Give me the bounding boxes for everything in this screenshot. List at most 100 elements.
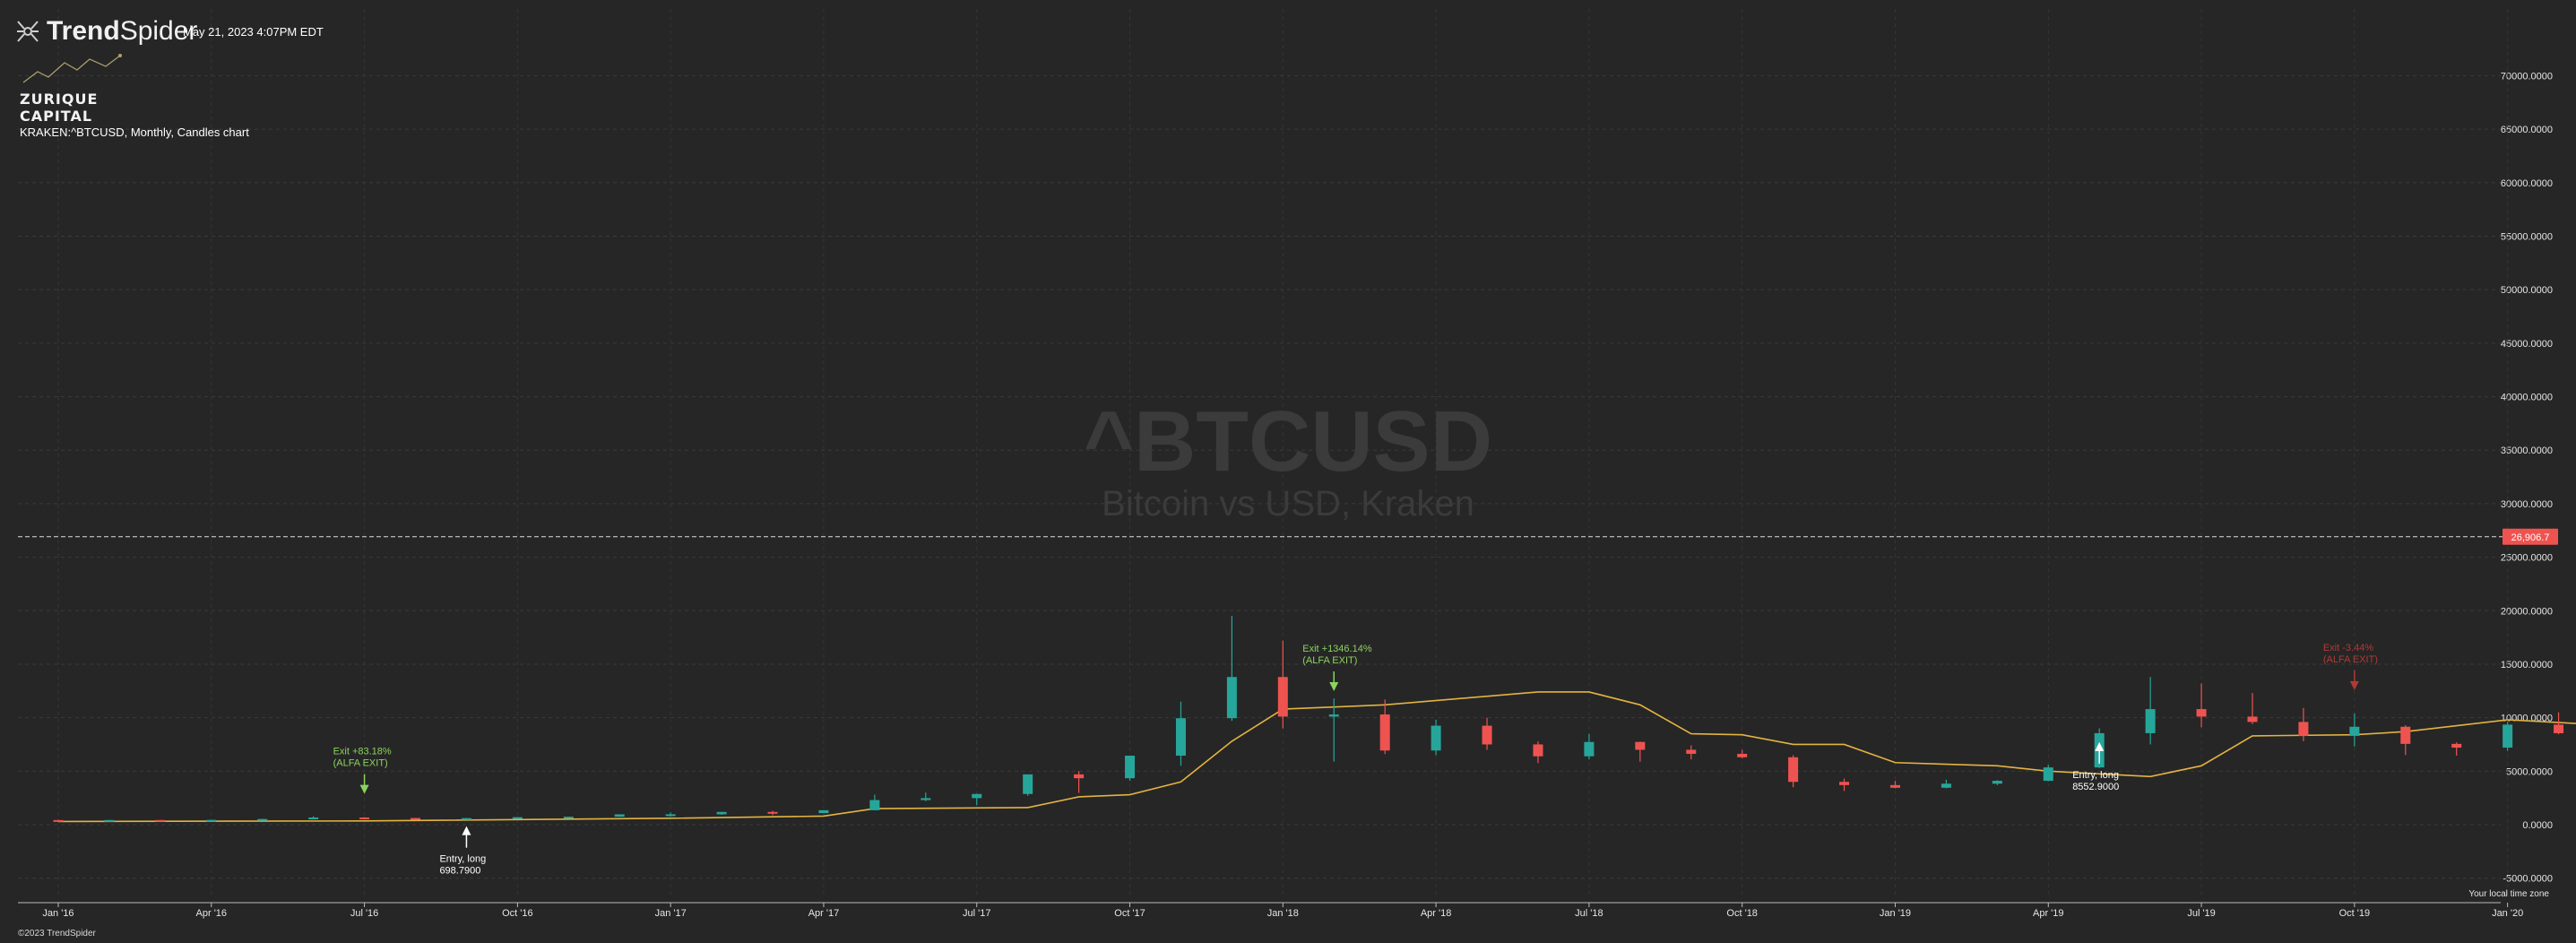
- candle-body[interactable]: [1635, 741, 1646, 750]
- entry-price: 698.7900: [439, 866, 480, 877]
- x-tick-label: Apr '17: [808, 908, 840, 919]
- candle-body[interactable]: [1941, 783, 1951, 788]
- candle-body[interactable]: [1175, 718, 1186, 757]
- x-tick-label: Jan '17: [655, 908, 687, 919]
- candle-body[interactable]: [1737, 753, 1748, 757]
- candle-body[interactable]: [2298, 722, 2309, 736]
- candle-body[interactable]: [767, 811, 778, 814]
- y-tick-label: 15000.0000: [2501, 660, 2553, 670]
- y-tick-label: 50000.0000: [2501, 285, 2553, 296]
- timezone-label[interactable]: Your local time zone: [2468, 889, 2549, 899]
- x-tick-label: Jul '16: [350, 908, 378, 919]
- chart-logo-icon: [22, 54, 122, 83]
- exit-label: Exit -3.44%: [2323, 643, 2373, 653]
- candle-body[interactable]: [2400, 726, 2411, 744]
- candle-body[interactable]: [411, 818, 421, 820]
- candle-body[interactable]: [155, 819, 166, 822]
- candle-body[interactable]: [665, 814, 676, 817]
- candle-body[interactable]: [104, 819, 115, 822]
- x-tick-label: Apr '19: [2033, 908, 2064, 919]
- exit-arrow-icon: [1329, 682, 1339, 692]
- candle-body[interactable]: [2043, 767, 2053, 782]
- x-tick-label: Oct '18: [1726, 908, 1758, 919]
- candle-body[interactable]: [1788, 757, 1799, 783]
- candle-body[interactable]: [1328, 714, 1339, 717]
- candle-body[interactable]: [2145, 709, 2156, 733]
- logo-name: ZURIQUE CAPITAL: [20, 91, 99, 125]
- exit-arrow-icon: [359, 784, 369, 794]
- entry-arrow-icon: [2095, 741, 2105, 751]
- candle-body[interactable]: [257, 818, 268, 821]
- candle-body[interactable]: [1379, 714, 1390, 751]
- watermark-description: Bitcoin vs USD, Kraken: [1102, 484, 1474, 523]
- y-tick-label: 0.0000: [2522, 820, 2553, 831]
- candle-body[interactable]: [2349, 726, 2360, 736]
- x-tick-label: Oct '17: [1114, 908, 1145, 919]
- chart-datetime: May 21, 2023 4:07PM EDT: [183, 25, 324, 39]
- x-tick-label: Jan '20: [2492, 908, 2523, 919]
- y-tick-label: 65000.0000: [2501, 125, 2553, 135]
- copyright: ©2023 TrendSpider: [18, 929, 96, 939]
- exit-note: (ALFA EXIT): [2323, 654, 2378, 665]
- candle-body[interactable]: [2503, 724, 2513, 748]
- candle-body[interactable]: [359, 818, 370, 820]
- x-tick-label: Jan '19: [1880, 908, 1911, 919]
- brand-suffix: Spider: [119, 16, 198, 46]
- x-tick-label: Oct '19: [2339, 908, 2371, 919]
- y-tick-label: 45000.0000: [2501, 339, 2553, 350]
- candle-body[interactable]: [461, 818, 471, 820]
- trendspider-logo: TrendSpider: [16, 16, 197, 47]
- candle-body[interactable]: [2247, 716, 2258, 722]
- candle-body[interactable]: [614, 814, 625, 818]
- brand-prefix: Trend: [47, 16, 120, 46]
- y-tick-label: 35000.0000: [2501, 446, 2553, 456]
- last-price-label: 26,906.7: [2511, 532, 2550, 543]
- exit-arrow-icon: [2349, 680, 2359, 690]
- entry-label: Entry, long: [2072, 770, 2119, 781]
- x-tick-label: Jul '19: [2187, 908, 2215, 919]
- x-tick-label: Jul '17: [963, 908, 990, 919]
- candle-body[interactable]: [563, 817, 574, 819]
- candle-body[interactable]: [308, 818, 319, 820]
- candle-body[interactable]: [512, 817, 523, 819]
- y-tick-label: 20000.0000: [2501, 606, 2553, 617]
- entry-price: 8552.9000: [2072, 782, 2119, 792]
- candle-body[interactable]: [972, 793, 982, 799]
- candle-body[interactable]: [1431, 725, 1441, 751]
- candle-body[interactable]: [1889, 784, 1900, 788]
- y-tick-label: -5000.0000: [2503, 874, 2553, 885]
- candle-body[interactable]: [869, 800, 880, 810]
- y-tick-label: 25000.0000: [2501, 553, 2553, 564]
- candle-body[interactable]: [1023, 774, 1033, 794]
- candle-body[interactable]: [1074, 774, 1085, 779]
- last-price-badge: [2503, 528, 2558, 545]
- y-tick-label: 30000.0000: [2501, 499, 2553, 510]
- candle-body[interactable]: [1839, 782, 1850, 785]
- candle-body[interactable]: [53, 819, 64, 822]
- symbol-info: KRAKEN:^BTCUSD, Monthly, Candles chart: [20, 125, 249, 139]
- candle-body[interactable]: [1584, 741, 1595, 757]
- entry-label: Entry, long: [439, 854, 486, 865]
- x-tick-label: Jul '18: [1575, 908, 1603, 919]
- y-tick-label: 5000.0000: [2506, 766, 2553, 777]
- spider-icon: [17, 21, 39, 42]
- candle-body[interactable]: [1533, 744, 1543, 757]
- candle-body[interactable]: [1125, 756, 1136, 779]
- candle-body[interactable]: [716, 811, 727, 815]
- candle-body[interactable]: [921, 798, 931, 800]
- candle-body[interactable]: [206, 819, 217, 822]
- candle-body[interactable]: [1277, 677, 1288, 717]
- candle-body[interactable]: [2196, 709, 2207, 717]
- candle-body[interactable]: [818, 809, 829, 814]
- candle-body[interactable]: [2554, 724, 2564, 733]
- candle-body[interactable]: [1686, 749, 1697, 754]
- candle-body[interactable]: [1992, 781, 2002, 784]
- candle-body[interactable]: [1226, 677, 1237, 719]
- zurique-capital-logo: ZURIQUE CAPITAL: [20, 52, 145, 125]
- candle-body[interactable]: [1482, 725, 1492, 745]
- exit-label: Exit +83.18%: [333, 747, 392, 757]
- trailing-stop-line: [57, 691, 2576, 823]
- candle-body[interactable]: [2451, 743, 2462, 748]
- x-tick-label: Oct '16: [502, 908, 533, 919]
